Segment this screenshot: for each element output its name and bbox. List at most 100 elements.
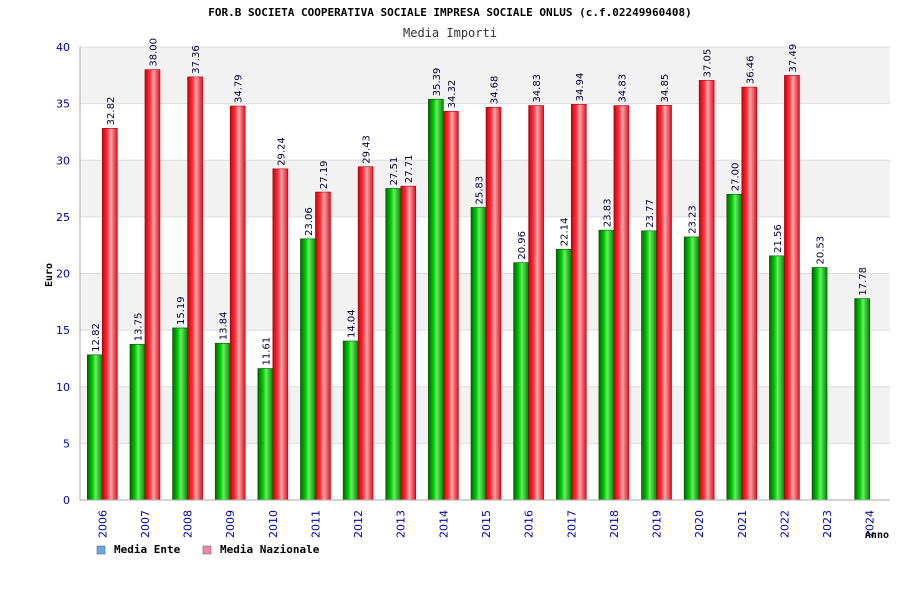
bar-media-nazionale-2008 [187, 76, 203, 501]
bar-media-ente-2016 [513, 262, 529, 501]
bar-media-ente-2017 [555, 248, 572, 501]
bar-media-nazionale-2009 [229, 105, 246, 501]
data-label-media-nazionale-2012: 29.43 [362, 135, 373, 164]
bar-media-nazionale-2010 [272, 168, 289, 501]
bar-media-ente-2013 [385, 188, 402, 501]
chart-subtitle: Media Importi [403, 26, 497, 40]
bar-media-ente-2012 [342, 340, 359, 501]
data-label-media-ente-2006: 12.82 [91, 323, 102, 352]
data-label-media-nazionale-2013: 27.71 [404, 155, 415, 184]
x-tick-label: 2014 [437, 510, 450, 538]
data-label-media-ente-2023: 20.53 [816, 236, 827, 265]
bar-media-ente-2008 [172, 327, 188, 501]
data-label-media-nazionale-2022: 37.49 [788, 44, 799, 73]
legend-swatch-media-nazionale [202, 545, 212, 555]
x-tick-label: 2007 [139, 510, 152, 538]
legend: Media Ente Media Nazionale [96, 543, 320, 556]
bar-media-nazionale-2018 [613, 105, 630, 501]
x-axis-label: Anno [865, 530, 889, 541]
x-tick-label: 2013 [395, 510, 408, 538]
x-tick-label: 2021 [736, 510, 749, 538]
bar-media-nazionale-2011 [315, 191, 331, 501]
y-tick-label: 30 [56, 154, 70, 167]
bar-media-nazionale-2012 [357, 166, 374, 501]
x-tick-label: 2016 [523, 510, 536, 538]
legend-label-media-ente: Media Ente [114, 543, 181, 556]
bar-media-ente-2021 [726, 193, 743, 501]
chart-title: FOR.B SOCIETA COOPERATIVA SOCIALE IMPRES… [208, 6, 691, 19]
bar-media-nazionale-2017 [570, 104, 587, 501]
x-tick-label: 2015 [480, 510, 493, 538]
bar-media-ente-2015 [470, 207, 487, 501]
data-label-media-nazionale-2017: 34.94 [575, 73, 586, 102]
bar-media-nazionale-2016 [528, 105, 544, 501]
bar-media-nazionale-2006 [102, 128, 118, 501]
data-label-media-ente-2009: 13.84 [219, 312, 230, 341]
bar-media-ente-2022 [769, 255, 785, 501]
y-tick-label: 5 [63, 437, 70, 450]
data-label-media-nazionale-2016: 34.83 [532, 74, 543, 103]
axes [79, 47, 890, 501]
data-label-media-nazionale-2021: 36.46 [745, 55, 756, 84]
bar-media-nazionale-2013 [400, 185, 417, 501]
x-tick-label: 2020 [693, 510, 706, 538]
bar-media-ente-2014 [428, 98, 444, 501]
legend-swatch-media-ente [96, 545, 106, 555]
bar-media-ente-2023 [811, 267, 828, 501]
data-label-media-nazionale-2020: 37.05 [703, 49, 714, 78]
bar-media-ente-2024 [854, 298, 870, 501]
y-tick-label: 25 [56, 211, 70, 224]
data-label-media-nazionale-2006: 32.82 [106, 97, 117, 126]
x-tick-label: 2012 [352, 510, 365, 538]
y-tick-label: 15 [56, 324, 70, 337]
bar-media-ente-2006 [87, 354, 103, 501]
data-label-media-ente-2018: 23.83 [602, 198, 613, 227]
bar-media-ente-2011 [300, 238, 316, 501]
y-tick-label: 35 [56, 98, 70, 111]
y-tick-label: 10 [56, 381, 70, 394]
bar-media-nazionale-2015 [485, 106, 502, 501]
tick-labels: 0 5 10 15 20 25 30 35 40 2006 2007 2008 2009 2010 2011… [56, 41, 877, 538]
bar-media-nazionale-2007 [144, 69, 161, 501]
bar-media-ente-2020 [683, 236, 700, 501]
data-label-media-nazionale-2011: 27.19 [319, 160, 330, 189]
data-label-media-ente-2021: 27.00 [730, 163, 741, 192]
bar-media-ente-2018 [598, 229, 615, 501]
data-label-media-ente-2015: 25.83 [475, 176, 486, 205]
x-tick-label: 2017 [565, 510, 578, 538]
x-tick-label: 2009 [224, 510, 237, 538]
data-label-media-nazionale-2014: 34.32 [447, 80, 458, 109]
data-labels: 12.82 32.82 13.75 38.00 15.19 37.36 13.84 34.79… [91, 38, 869, 366]
x-tick-label: 2006 [96, 510, 109, 538]
data-label-media-ente-2017: 22.14 [560, 218, 571, 247]
data-label-media-ente-2014: 35.39 [432, 68, 443, 97]
data-label-media-ente-2011: 23.06 [304, 207, 315, 236]
x-tick-label: 2011 [309, 510, 322, 538]
data-label-media-ente-2024: 17.78 [858, 267, 869, 296]
data-label-media-nazionale-2007: 38.00 [148, 38, 159, 67]
data-label-media-nazionale-2009: 34.79 [234, 74, 245, 103]
data-label-media-nazionale-2008: 37.36 [191, 45, 202, 74]
x-tick-label: 2024 [864, 510, 877, 538]
bar-media-nazionale-2022 [784, 75, 800, 501]
data-label-media-ente-2012: 14.04 [347, 309, 358, 338]
bar-media-ente-2007 [129, 343, 146, 501]
data-label-media-ente-2008: 15.19 [176, 296, 187, 325]
x-tick-label: 2022 [778, 510, 791, 538]
data-label-media-nazionale-2019: 34.85 [660, 74, 671, 103]
x-tick-label: 2023 [821, 510, 834, 538]
y-tick-label: 0 [63, 494, 70, 507]
y-tick-label: 40 [56, 41, 70, 54]
data-label-media-nazionale-2010: 29.24 [276, 137, 287, 166]
bar-media-ente-2019 [641, 230, 657, 501]
data-label-media-ente-2013: 27.51 [389, 157, 400, 186]
data-label-media-ente-2007: 13.75 [133, 313, 144, 342]
bar-media-nazionale-2021 [741, 86, 758, 501]
x-tick-label: 2019 [651, 510, 664, 538]
y-axis-label: Euro [44, 263, 55, 287]
data-label-media-ente-2019: 23.77 [645, 199, 656, 228]
bar-media-nazionale-2014 [443, 111, 459, 501]
data-label-media-nazionale-2015: 34.68 [490, 76, 501, 105]
